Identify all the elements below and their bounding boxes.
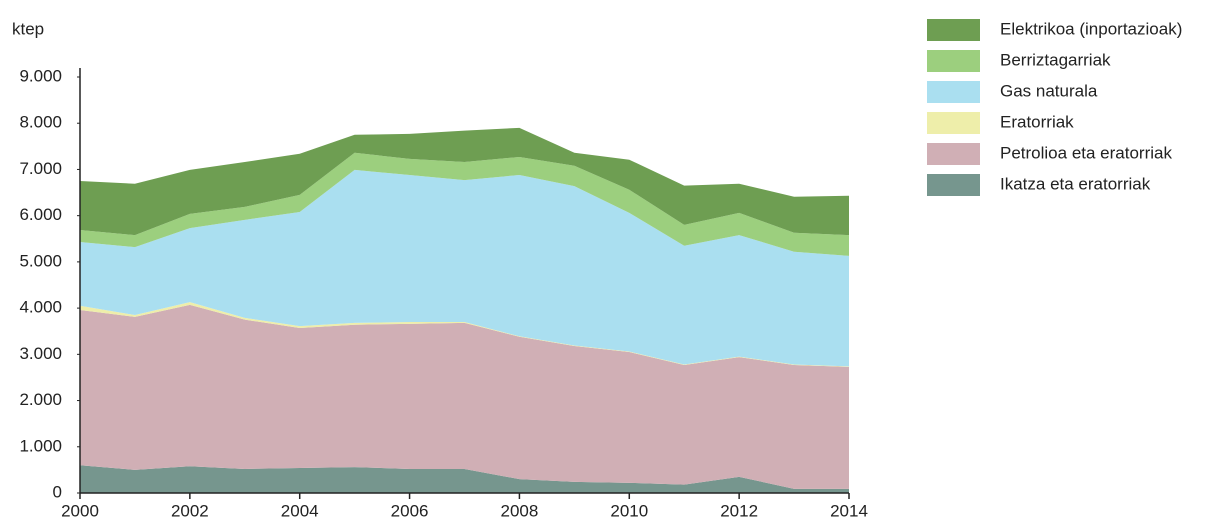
- legend-swatch: [927, 81, 980, 103]
- legend-swatch: [927, 143, 980, 165]
- y-tick-label: 6.000: [19, 205, 62, 224]
- area: [80, 169, 849, 367]
- x-tick-label: 2008: [501, 501, 539, 520]
- y-tick-label: 2.000: [19, 390, 62, 409]
- y-tick-label: 0: [53, 482, 62, 501]
- x-tick-label: 2006: [391, 501, 429, 520]
- x-tick-label: 2000: [61, 501, 99, 520]
- x-tick-label: 2004: [281, 501, 319, 520]
- x-tick-label: 2012: [720, 501, 758, 520]
- y-tick-label: 9.000: [19, 66, 62, 85]
- y-axis-label: ktep: [12, 19, 44, 38]
- legend-swatch: [927, 174, 980, 196]
- legend-swatch: [927, 50, 980, 72]
- legend-label: Elektrikoa (inportazioak): [1000, 19, 1182, 38]
- legend-label: Ikatza eta eratorriak: [1000, 174, 1151, 193]
- y-tick-label: 8.000: [19, 113, 62, 132]
- y-tick-label: 1.000: [19, 436, 62, 455]
- legend-label: Gas naturala: [1000, 81, 1098, 100]
- area: [80, 127, 849, 236]
- legend-label: Berriztagarriak: [1000, 50, 1111, 69]
- legend-swatch: [927, 19, 980, 41]
- area: [80, 304, 849, 489]
- x-tick-label: 2002: [171, 501, 209, 520]
- y-tick-label: 7.000: [19, 159, 62, 178]
- y-tick-label: 5.000: [19, 251, 62, 270]
- area: [80, 152, 849, 256]
- y-tick-label: 3.000: [19, 344, 62, 363]
- y-tick-label: 4.000: [19, 298, 62, 317]
- x-tick-label: 2010: [610, 501, 648, 520]
- legend-swatch: [927, 112, 980, 134]
- legend-label: Petrolioa eta eratorriak: [1000, 143, 1172, 162]
- x-tick-label: 2014: [830, 501, 868, 520]
- legend-label: Eratorriak: [1000, 112, 1074, 131]
- area: [80, 465, 849, 493]
